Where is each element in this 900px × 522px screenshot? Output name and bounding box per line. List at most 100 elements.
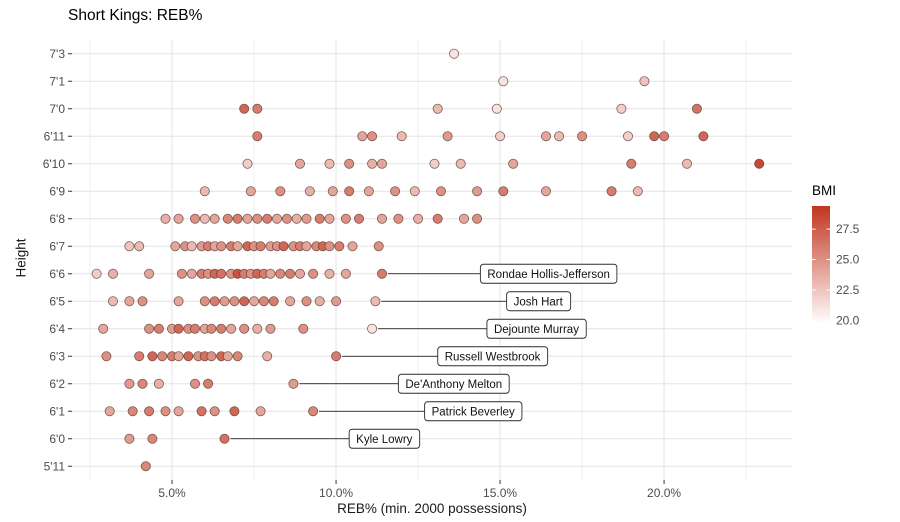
data-point xyxy=(239,296,250,307)
y-tick-label: 6'3 xyxy=(49,349,65,363)
data-point xyxy=(104,406,115,417)
data-point xyxy=(255,241,266,252)
data-point xyxy=(232,351,243,362)
data-point xyxy=(186,241,197,252)
data-point xyxy=(698,131,709,142)
data-point xyxy=(376,213,387,224)
y-tick-label: 6'10 xyxy=(43,157,66,171)
data-point xyxy=(659,131,670,142)
data-point xyxy=(435,186,446,197)
data-point xyxy=(344,186,355,197)
data-point xyxy=(124,433,135,444)
annotation-text: De'Anthony Melton xyxy=(405,379,502,391)
data-point xyxy=(301,213,312,224)
data-point xyxy=(455,158,466,169)
data-point xyxy=(147,351,158,362)
data-point xyxy=(124,378,135,389)
data-point xyxy=(367,323,378,334)
data-point xyxy=(301,241,312,252)
data-point xyxy=(314,296,325,307)
data-point xyxy=(754,158,765,169)
data-point xyxy=(275,268,286,279)
data-point xyxy=(153,378,164,389)
data-point xyxy=(363,186,374,197)
data-point xyxy=(173,296,184,307)
data-point xyxy=(331,296,342,307)
data-point xyxy=(275,186,286,197)
data-point xyxy=(498,186,509,197)
data-point xyxy=(127,406,138,417)
data-point xyxy=(285,268,296,279)
data-point xyxy=(262,213,273,224)
data-point xyxy=(157,351,168,362)
data-point xyxy=(268,296,279,307)
data-point xyxy=(252,323,263,334)
data-point xyxy=(199,213,210,224)
chart-title: Short Kings: REB% xyxy=(68,7,203,24)
data-point xyxy=(577,131,588,142)
annotation-box xyxy=(437,346,549,367)
x-tick-label: 10.0% xyxy=(319,486,353,500)
data-point xyxy=(206,351,217,362)
data-point xyxy=(298,323,309,334)
data-point xyxy=(367,131,378,142)
data-point xyxy=(249,296,260,307)
data-point xyxy=(189,378,200,389)
data-point xyxy=(232,241,243,252)
legend-colorbar xyxy=(812,206,830,324)
data-point xyxy=(281,213,292,224)
data-point xyxy=(209,406,220,417)
legend-tick-label: 25.0 xyxy=(836,253,860,267)
data-point xyxy=(616,103,627,114)
data-point xyxy=(258,296,269,307)
annotation-box xyxy=(424,401,523,422)
data-point xyxy=(327,186,338,197)
data-point xyxy=(108,296,119,307)
data-point xyxy=(449,48,460,59)
data-point xyxy=(314,213,325,224)
data-point xyxy=(541,186,552,197)
data-point xyxy=(199,296,210,307)
data-point xyxy=(541,131,552,142)
legend-tick-label: 20.0 xyxy=(836,313,860,327)
data-point xyxy=(324,158,335,169)
data-point xyxy=(331,351,342,362)
data-point xyxy=(291,213,302,224)
data-point xyxy=(472,186,483,197)
data-point xyxy=(252,103,263,114)
data-point xyxy=(186,268,197,279)
data-point xyxy=(255,406,266,417)
data-point xyxy=(682,158,693,169)
y-tick-label: 6'1 xyxy=(49,404,65,418)
data-point xyxy=(442,131,453,142)
x-tick-label: 20.0% xyxy=(647,486,681,500)
data-point xyxy=(429,158,440,169)
data-point xyxy=(216,323,227,334)
y-tick-label: 6'8 xyxy=(49,212,65,226)
data-point xyxy=(367,158,378,169)
data-point xyxy=(340,268,351,279)
data-point xyxy=(252,213,263,224)
annotation-box xyxy=(397,373,510,394)
data-point xyxy=(347,241,358,252)
data-point xyxy=(242,213,253,224)
legend-tick-label: 27.5 xyxy=(836,222,860,236)
data-point xyxy=(265,268,276,279)
data-point xyxy=(308,268,319,279)
annotation-text: Kyle Lowry xyxy=(356,434,412,446)
data-point xyxy=(91,268,102,279)
annotation-text: Rondae Hollis-Jefferson xyxy=(487,269,610,281)
legend-tick-label: 22.5 xyxy=(836,283,860,297)
data-point xyxy=(691,103,702,114)
data-point xyxy=(222,213,233,224)
data-point xyxy=(144,268,155,279)
data-point xyxy=(491,103,502,114)
data-point xyxy=(242,158,253,169)
data-point xyxy=(239,103,250,114)
data-point xyxy=(183,351,194,362)
y-tick-label: 5'11 xyxy=(44,459,66,473)
data-point xyxy=(554,131,565,142)
data-point xyxy=(229,296,240,307)
data-point xyxy=(173,323,184,334)
